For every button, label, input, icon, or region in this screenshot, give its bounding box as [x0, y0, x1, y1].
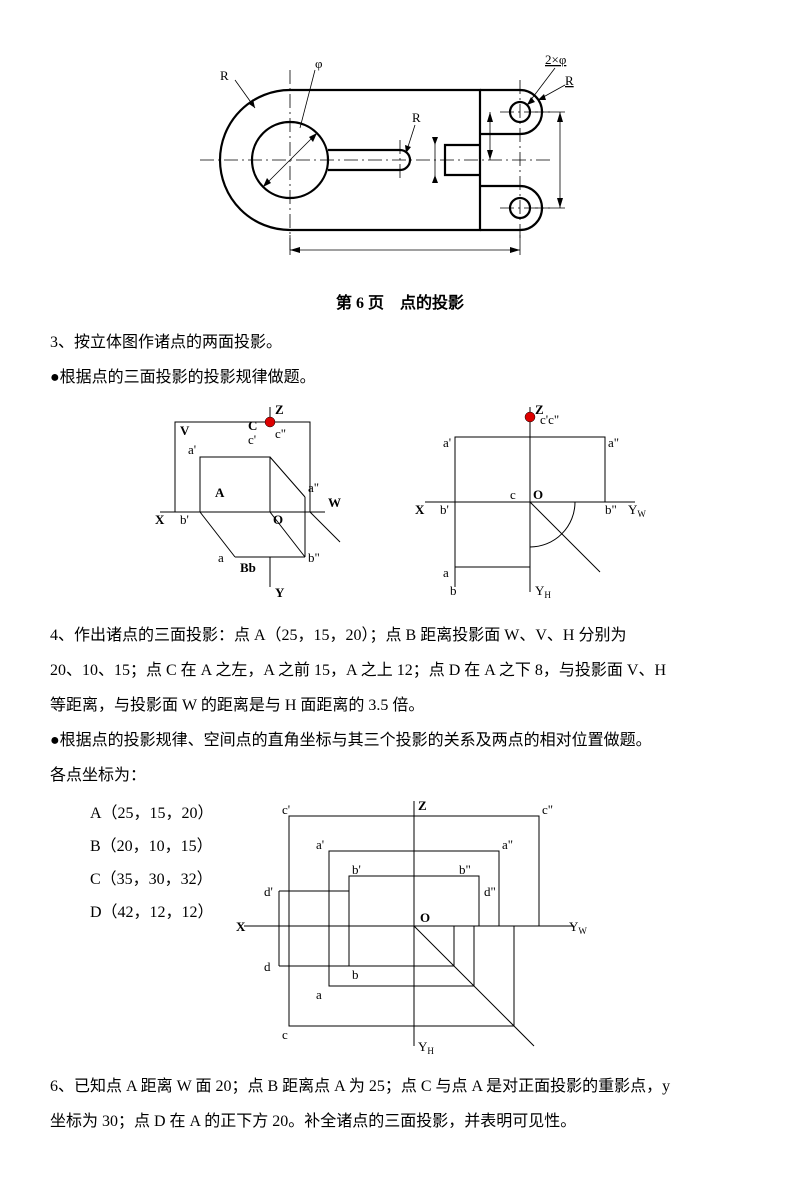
svg-text:b': b' [352, 862, 361, 877]
q4-content-row: A（25，15，20） B（20，10，15） C（35，30，32） D（42… [50, 796, 750, 1067]
coord-D: D（42，12，12） [90, 899, 214, 928]
label-R-right: R [565, 73, 574, 88]
page-title: 第 6 页 点的投影 [50, 290, 750, 319]
svg-text:a": a" [502, 837, 513, 852]
coord-C: C（35，30，32） [90, 866, 214, 895]
svg-text:b": b" [308, 550, 320, 565]
svg-text:d: d [264, 959, 271, 974]
svg-text:a: a [443, 565, 449, 580]
svg-text:a': a' [188, 442, 196, 457]
svg-text:c": c" [275, 426, 286, 441]
svg-text:Bb: Bb [240, 560, 256, 575]
label-2phi: 2×φ [545, 52, 566, 67]
svg-text:c: c [510, 487, 516, 502]
svg-text:b': b' [440, 502, 449, 517]
svg-text:Z: Z [275, 402, 284, 417]
coords-list: A（25，15，20） B（20，10，15） C（35，30，32） D（42… [90, 796, 214, 931]
svg-text:X: X [415, 502, 425, 517]
svg-text:a": a" [608, 435, 619, 450]
svg-text:W: W [328, 495, 341, 510]
coord-B: B（20，10，15） [90, 833, 214, 862]
figure-2-3: V Z C c' c" a' A a" W X b' O a Bb b" Y [140, 402, 660, 602]
svg-text:YH: YH [535, 583, 551, 600]
svg-text:d": d" [484, 884, 496, 899]
svg-text:a': a' [316, 837, 324, 852]
figure-4-wrap: c' Z c" a' a" d' b' b" d" X O YW d b a c… [234, 796, 750, 1067]
figure-1-wrap: R φ R 2×φ R [50, 50, 750, 270]
svg-text:YH: YH [418, 1039, 434, 1056]
svg-text:Z: Z [418, 798, 427, 813]
figure-2: V Z C c' c" a' A a" W X b' O a Bb b" Y [155, 402, 341, 600]
figure-4: c' Z c" a' a" d' b' b" d" X O YW d b a c… [234, 796, 594, 1056]
svg-text:c'c": c'c" [540, 412, 559, 427]
svg-text:O: O [533, 487, 543, 502]
q4-p5: 各点坐标为： [50, 762, 750, 791]
svg-text:b: b [352, 967, 359, 982]
q4-p2: 20、10、15；点 C 在 A 之左，A 之前 15，A 之上 12；点 D … [50, 657, 750, 686]
svg-text:b": b" [459, 862, 471, 877]
svg-text:YW: YW [569, 919, 587, 936]
svg-text:O: O [273, 512, 283, 527]
q4-p3: 等距离，与投影面 W 的距离是与 H 面距离的 3.5 倍。 [50, 692, 750, 721]
coord-A: A（25，15，20） [90, 800, 214, 829]
svg-text:c': c' [282, 802, 290, 817]
q4-p4: ●根据点的投影规律、空间点的直角坐标与其三个投影的关系及两点的相对位置做题。 [50, 727, 750, 756]
svg-text:b": b" [605, 502, 617, 517]
svg-text:YW: YW [628, 502, 646, 519]
svg-text:c": c" [542, 802, 553, 817]
svg-text:X: X [155, 512, 165, 527]
q6-p2: 坐标为 30；点 D 在 A 的正下方 20。补全诸点的三面投影，并表明可见性。 [50, 1108, 750, 1137]
svg-text:a: a [316, 987, 322, 1002]
svg-text:V: V [180, 423, 190, 438]
svg-text:b: b [450, 583, 457, 598]
svg-text:Y: Y [275, 585, 285, 600]
q3-line1: 3、按立体图作诸点的两面投影。 [50, 329, 750, 358]
q3-line2: ●根据点的三面投影的投影规律做题。 [50, 364, 750, 393]
q6-p1: 6、已知点 A 距离 W 面 20；点 B 距离点 A 为 25；点 C 与点 … [50, 1073, 750, 1102]
svg-text:a': a' [443, 435, 451, 450]
label-phi: φ [315, 56, 323, 71]
svg-text:O: O [420, 910, 430, 925]
svg-text:X: X [236, 919, 246, 934]
svg-text:C: C [248, 418, 257, 433]
q4-p1: 4、作出诸点的三面投影：点 A（25，15，20）；点 B 距离投影面 W、V、… [50, 622, 750, 651]
label-R-slot: R [412, 110, 421, 125]
svg-text:c: c [282, 1027, 288, 1042]
figure-2-3-wrap: V Z C c' c" a' A a" W X b' O a Bb b" Y [50, 402, 750, 602]
svg-text:A: A [215, 485, 225, 500]
svg-text:d': d' [264, 884, 273, 899]
svg-text:c': c' [248, 432, 256, 447]
figure-3: Z c'c" a' a" b' c O b" YW X a b YH [415, 402, 646, 600]
figure-1: R φ R 2×φ R [200, 50, 600, 270]
svg-text:b': b' [180, 512, 189, 527]
svg-text:a: a [218, 550, 224, 565]
label-R-left: R [220, 68, 229, 83]
svg-text:a": a" [308, 480, 319, 495]
